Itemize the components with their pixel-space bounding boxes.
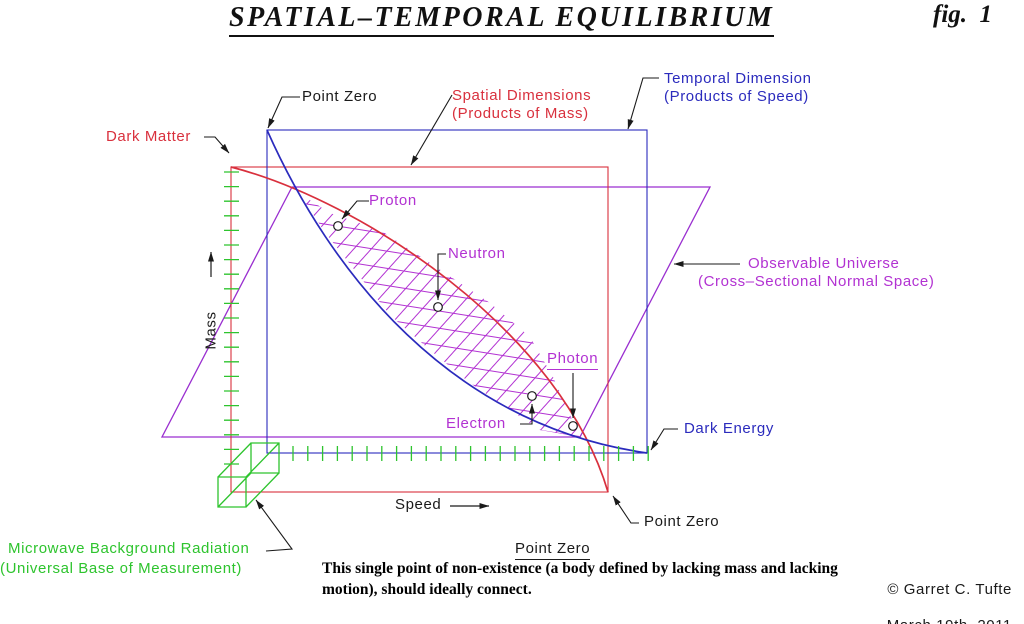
credit-author: © Garret C. Tufte bbox=[887, 581, 1012, 598]
leader-point-zero-top bbox=[267, 96, 300, 129]
label-spatial-dimensions: Spatial Dimensions bbox=[452, 87, 592, 104]
speed-scale-ticks bbox=[292, 446, 649, 461]
temporal-dimension-rect bbox=[266, 129, 648, 454]
leader-microwave bbox=[255, 499, 294, 552]
leader-neutron bbox=[435, 253, 446, 301]
label-proton: Proton bbox=[369, 192, 417, 209]
spatial-dimensions-rect bbox=[230, 166, 609, 493]
label-microwave-sub: (Universal Base of Measurement) bbox=[0, 560, 243, 577]
mass-curve bbox=[230, 166, 609, 493]
label-photon: Photon bbox=[547, 350, 599, 370]
label-observable-universe: Observable Universe bbox=[748, 255, 900, 272]
speed-curve bbox=[266, 129, 648, 454]
leader-spatial-dimensions bbox=[410, 94, 453, 166]
equilibrium-lens-hatch bbox=[299, 193, 580, 437]
note-heading: Point Zero bbox=[515, 540, 591, 560]
credit-block: © Garret C. Tufte March 19th, 2011 bbox=[868, 581, 1012, 624]
figure-number: fig. 1 bbox=[933, 1, 993, 28]
label-point-zero-top: Point Zero bbox=[302, 88, 378, 105]
leader-point-zero-bottom bbox=[612, 495, 639, 524]
electron-marker bbox=[527, 391, 537, 401]
observable-universe-plane bbox=[160, 186, 712, 438]
neutron-marker bbox=[433, 302, 443, 312]
note-body-line2: motion), should ideally connect. bbox=[322, 581, 532, 598]
diagram-title: SPATIAL–TEMPORAL EQUILIBRIUM bbox=[229, 2, 775, 37]
leader-dark-matter bbox=[204, 136, 230, 154]
label-temporal-dimension-sub: (Products of Speed) bbox=[664, 88, 809, 105]
label-observable-universe-sub: (Cross–Sectional Normal Space) bbox=[698, 273, 935, 290]
label-electron: Electron bbox=[446, 415, 506, 432]
leader-proton bbox=[341, 200, 369, 220]
label-spatial-dimensions-sub: (Products of Mass) bbox=[452, 105, 589, 122]
label-mass-axis: Mass bbox=[202, 311, 220, 350]
proton-marker bbox=[333, 221, 343, 231]
note-body-line1: This single point of non-existence (a bo… bbox=[322, 560, 838, 577]
label-point-zero-bottom: Point Zero bbox=[644, 513, 720, 530]
label-temporal-dimension: Temporal Dimension bbox=[664, 70, 812, 87]
leader-lines bbox=[204, 77, 740, 552]
label-speed-axis: Speed bbox=[395, 496, 442, 513]
photon-marker bbox=[568, 421, 578, 431]
mass-scale-ticks bbox=[224, 171, 239, 465]
label-microwave: Microwave Background Radiation bbox=[8, 540, 250, 557]
credit-date: March 19th, 2011 bbox=[887, 617, 1012, 624]
leader-electron bbox=[520, 403, 535, 425]
label-dark-energy: Dark Energy bbox=[684, 420, 774, 437]
label-dark-matter: Dark Matter bbox=[106, 128, 191, 145]
microwave-background-box bbox=[217, 442, 280, 508]
leader-dark-energy bbox=[650, 428, 678, 451]
leader-temporal-dimension bbox=[627, 77, 659, 130]
label-neutron: Neutron bbox=[448, 245, 506, 262]
